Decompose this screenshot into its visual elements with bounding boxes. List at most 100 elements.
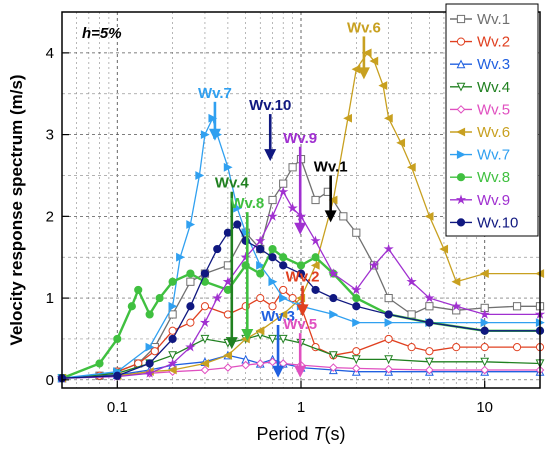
legend-label-wv9: Wv.9 (477, 192, 510, 209)
annotation-wv10: Wv.10 (249, 97, 291, 114)
legend-label-wv6: Wv.6 (477, 124, 510, 141)
data-point-wv1 (512, 302, 522, 311)
data-point-wv7 (176, 252, 185, 262)
legend-item-wv8: Wv.8 (450, 169, 510, 186)
legend-marker-wv2 (456, 37, 466, 46)
data-point-wv10 (384, 310, 393, 319)
legend-marker-wv8 (456, 173, 466, 182)
data-point-wv6 (439, 244, 449, 254)
data-point-wv2 (480, 343, 489, 352)
data-point-wv10 (145, 359, 154, 368)
legend-label-wv8: Wv.8 (477, 169, 510, 186)
data-point-wv6 (223, 350, 232, 360)
legend-item-wv6: Wv.6 (450, 124, 510, 141)
data-point-wv7 (384, 318, 394, 328)
legend-marker-wv10 (456, 218, 466, 227)
x-tick-label: 0.1 (107, 399, 128, 416)
legend-label-wv2: Wv.2 (477, 34, 510, 51)
data-point-wv8 (279, 253, 288, 262)
annotation-wv7: Wv.7 (198, 85, 232, 102)
data-point-wv1 (186, 277, 195, 286)
legend-marker-wv6 (456, 127, 466, 137)
legend-marker-wv9 (455, 194, 467, 205)
data-point-wv5 (241, 360, 251, 370)
data-point-wv2 (268, 302, 277, 311)
legend-item-wv1: Wv.1 (450, 11, 510, 28)
data-point-wv4 (200, 334, 210, 344)
y-tick-label: 1 (46, 290, 54, 307)
data-point-wv9 (406, 276, 417, 287)
data-point-wv9 (185, 341, 196, 352)
data-point-wv10 (480, 326, 489, 335)
data-point-wv8 (311, 253, 320, 262)
data-point-wv2 (288, 293, 297, 303)
data-point-wv9 (199, 317, 211, 328)
legend-label-wv1: Wv.1 (477, 11, 510, 28)
annotation-arrowhead-wv3 (272, 365, 285, 378)
data-point-wv8 (113, 334, 122, 344)
legend: Wv.1 Wv.2 Wv.3 Wv.4 Wv.5 Wv.6 Wv.7 Wv.8 Wv.9 Wv.1… (445, 3, 539, 237)
legend-label-wv5: Wv.5 (477, 101, 510, 118)
y-axis-title: Velocity response spectrum (m/s) (7, 74, 26, 345)
data-point-wv8 (223, 285, 232, 295)
y-tick-label: 0 (46, 372, 54, 389)
data-point-wv5 (329, 363, 338, 372)
y-tick-label: 4 (46, 45, 54, 62)
data-point-wv9 (255, 235, 266, 246)
data-point-wv9 (167, 358, 178, 368)
data-point-wv8 (296, 261, 306, 270)
legend-marker-wv7 (456, 150, 466, 160)
legend-label-wv7: Wv.7 (477, 147, 510, 164)
data-point-wv8 (268, 244, 277, 254)
data-point-wv8 (95, 359, 104, 368)
data-point-wv9 (310, 235, 321, 246)
data-point-wv1 (425, 302, 434, 311)
data-point-wv4 (168, 351, 178, 361)
data-point-wv5 (200, 365, 210, 375)
data-point-wv2 (279, 285, 288, 295)
data-point-wv9 (328, 268, 339, 278)
annotation-wv1: Wv.1 (314, 158, 348, 175)
data-point-wv1 (288, 163, 297, 172)
data-point-wv4 (268, 334, 277, 344)
legend-marker-wv3 (456, 59, 466, 69)
data-point-wv6 (167, 365, 177, 375)
data-point-wv2 (200, 302, 210, 311)
data-point-wv9 (424, 292, 435, 303)
annotation-arrowhead-wv10 (264, 149, 277, 162)
legend-marker-wv1 (456, 14, 466, 24)
legend-label-wv3: Wv.3 (477, 56, 510, 73)
legend-marker-wv5 (456, 105, 466, 114)
data-point-wv2 (223, 310, 232, 319)
data-point-wv7 (480, 318, 490, 328)
data-point-wv1 (384, 293, 393, 303)
data-point-wv10 (256, 244, 265, 254)
data-point-wv6 (362, 48, 372, 58)
annotation-wv3: Wv.3 (261, 308, 295, 325)
data-point-wv9 (287, 202, 298, 213)
data-point-wv6 (406, 162, 416, 172)
annotation-wv2: Wv.2 (286, 269, 320, 286)
data-point-wv9 (144, 367, 155, 378)
annotation-arrowhead-wv8 (241, 328, 254, 341)
data-point-wv6 (479, 269, 489, 278)
data-point-wv1 (223, 261, 232, 270)
annotation-arrowhead-wv1 (324, 210, 337, 223)
data-point-wv2 (256, 293, 265, 303)
data-point-wv8 (352, 293, 361, 303)
annotation-wv6: Wv.6 (347, 19, 381, 36)
data-point-wv7 (145, 342, 155, 352)
data-point-wv7 (223, 162, 233, 172)
data-point-wv6 (310, 260, 320, 270)
data-point-wv10 (352, 302, 361, 311)
data-point-wv6 (343, 113, 352, 123)
legend-label-wv10: Wv.10 (477, 214, 518, 231)
data-point-wv10 (186, 302, 195, 311)
data-point-wv1 (407, 310, 416, 319)
data-point-wv10 (296, 269, 306, 278)
series-line-wv9 (61, 190, 540, 379)
data-point-wv10 (213, 244, 222, 254)
data-point-wv2 (452, 343, 461, 352)
annotation-wv8: Wv.8 (230, 195, 264, 212)
annotation-wv9: Wv.9 (283, 130, 317, 147)
